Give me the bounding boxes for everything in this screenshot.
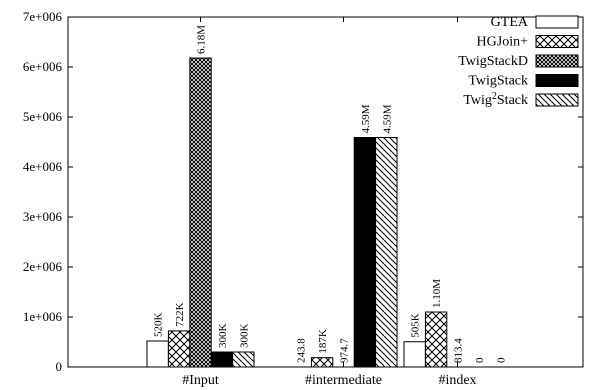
- y-tick-label: 4e+006: [23, 159, 63, 174]
- bar-data-label: 243.8: [296, 338, 308, 363]
- bar-crosshatch: [310, 357, 334, 368]
- bar-data-label: 722K: [174, 302, 186, 327]
- y-tick-label: 7e+006: [23, 9, 63, 24]
- x-category-label: #intermediate: [305, 373, 382, 388]
- y-tick-label: 5e+006: [23, 109, 63, 124]
- bar-diagonal: [375, 137, 398, 368]
- bar-data-label: 1.10M: [431, 279, 443, 308]
- legend-swatch-white: [535, 15, 579, 29]
- bar-white: [403, 341, 426, 368]
- bar-data-label: 4.59M: [381, 104, 393, 133]
- legend-swatch-diagonal: [535, 93, 579, 107]
- bar-data-label: 974.7: [339, 338, 351, 363]
- legend-swatch-crosshatch: [535, 35, 579, 48]
- legend-label: TwigStackD: [458, 54, 528, 69]
- x-category-label: #index: [438, 373, 476, 388]
- data-labels: 520K 722K 6.18M 300K 300K 243.8 187K 974.7 4.59M…: [153, 25, 508, 363]
- bar-data-label: 505K: [410, 313, 422, 338]
- bar-crosshatch: [424, 311, 448, 368]
- legend-label: GTEA: [491, 15, 529, 30]
- bar-black: [210, 351, 234, 368]
- legend-label: TwigStack: [468, 74, 528, 89]
- x-category-label: #Input: [182, 373, 219, 388]
- y-tick-label: 2e+006: [23, 259, 63, 274]
- legend-label: Twig2Stack: [463, 91, 528, 108]
- bar-data-label: 300K: [238, 324, 250, 349]
- bar-data-label: 520K: [153, 313, 165, 338]
- axes: 0 1e+006 2e+006 3e+006 4e+006 5e+006 6e+006 7e+…: [23, 9, 584, 388]
- bar-black: [353, 137, 377, 368]
- legend-label: HGJoin+: [477, 35, 529, 50]
- bar-data-label: 4.59M: [360, 104, 372, 133]
- bar-data-label: 0: [474, 357, 486, 363]
- legend-swatch-dense-crosshatch: [535, 54, 579, 68]
- y-tick-label: 3e+006: [23, 209, 63, 224]
- bar-crosshatch: [167, 330, 191, 368]
- bar-data-label: 0: [495, 357, 507, 363]
- y-tick-label: 6e+006: [23, 59, 63, 74]
- bar-white: [146, 340, 169, 368]
- bar-diagonal: [232, 351, 255, 368]
- bar-dense-crosshatch: [189, 57, 212, 368]
- y-tick-label: 0: [56, 359, 63, 374]
- bar-data-label: 6.18M: [196, 25, 208, 54]
- legend: GTEA HGJoin+ TwigStackD TwigStack Twig2Stack: [458, 15, 579, 108]
- bars: [146, 57, 448, 368]
- plot-frame: [67, 16, 584, 368]
- bar-data-label: 187K: [317, 329, 329, 354]
- bar-data-label: 813.4: [453, 338, 465, 363]
- y-tick-label: 1e+006: [23, 309, 63, 324]
- legend-swatch-black: [535, 74, 579, 87]
- bar-data-label: 300K: [217, 324, 229, 349]
